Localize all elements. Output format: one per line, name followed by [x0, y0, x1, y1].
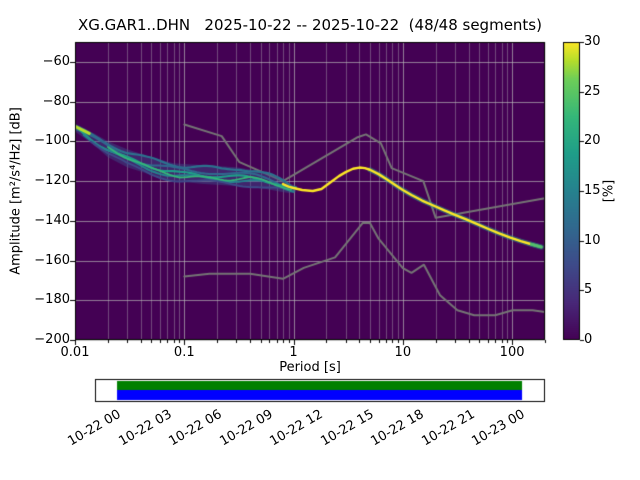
ppsd-figure: XG.GAR1..DHN 2025-10-22 -- 2025-10-22 (4…: [0, 0, 640, 480]
ppsd-heatmap-canvas: [0, 0, 640, 480]
